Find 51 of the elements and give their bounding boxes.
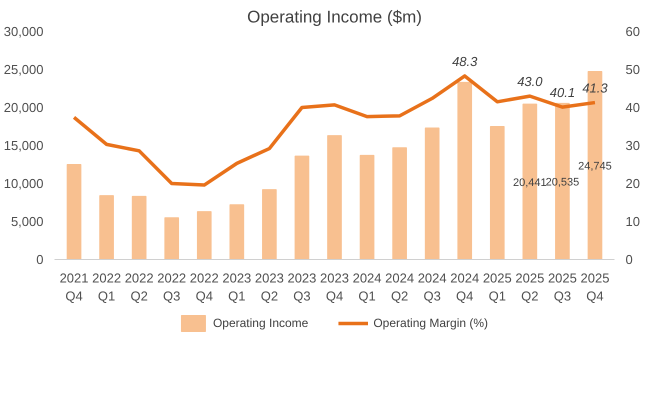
x-tick-label: 2022 Q3	[157, 270, 186, 304]
x-tick-label: 2021 Q4	[60, 270, 88, 304]
x-tick-label: 2023 Q3	[287, 270, 316, 304]
bar	[294, 156, 310, 260]
x-tick-label: 2025 Q4	[580, 270, 610, 304]
data-label: 48.3	[452, 54, 478, 69]
bar	[262, 189, 277, 260]
x-tick-label: 2024 Q2	[385, 270, 414, 304]
bar	[229, 204, 244, 260]
y-tick-label: 10,000	[4, 176, 44, 191]
x-tick-label: 2023 Q4	[320, 270, 349, 304]
y2-tick-label: 60	[626, 24, 640, 39]
y-tick-label: 30,000	[4, 24, 44, 39]
bar	[392, 147, 407, 260]
y2-tick-label: 0	[626, 252, 633, 267]
data-label: 43.0	[517, 74, 544, 90]
x-tick-label: 2022 Q1	[92, 270, 122, 304]
bar	[164, 217, 180, 260]
x-tick-label: 2025 Q3	[548, 270, 577, 304]
y-tick-label: 15,000	[4, 138, 44, 153]
legend-label: Operating Income	[212, 316, 308, 330]
y2-tick-label: 30	[626, 138, 640, 153]
bar	[360, 154, 374, 260]
bar	[196, 211, 212, 260]
bar	[457, 82, 472, 260]
bar	[424, 128, 440, 260]
bar	[490, 126, 505, 260]
y2-tick-label: 20	[626, 176, 640, 191]
y-tick-label: 0	[36, 252, 44, 267]
y2-tick-label: 40	[626, 100, 640, 115]
x-tick-label: 2023 Q1	[222, 270, 252, 304]
bar	[66, 164, 82, 260]
x-tick-label: 2024 Q1	[352, 270, 382, 304]
y-tick-label: 20,000	[4, 100, 44, 115]
y2-tick-label: 50	[626, 62, 640, 77]
data-label: 40.1	[550, 85, 576, 100]
x-tick-label: 2025 Q1	[482, 270, 512, 304]
x-tick-label: 2023 Q2	[254, 270, 284, 304]
bar	[132, 196, 146, 260]
chart-title: Operating Income ($m)	[247, 8, 422, 26]
y-tick-label: 5,000	[10, 214, 44, 229]
bar	[99, 195, 114, 260]
y-tick-label: 25,000	[4, 62, 44, 77]
x-tick-label: 2024 Q3	[418, 270, 447, 304]
x-tick-label: 2022 Q4	[190, 270, 219, 304]
bar	[327, 135, 342, 260]
x-tick-label: 2025 Q2	[515, 270, 544, 304]
x-tick-label: 2024 Q4	[450, 270, 480, 304]
y2-tick-label: 10	[626, 214, 640, 229]
legend-label: Operating Margin (%)	[373, 316, 488, 330]
x-tick-label: 2022 Q2	[124, 270, 154, 304]
